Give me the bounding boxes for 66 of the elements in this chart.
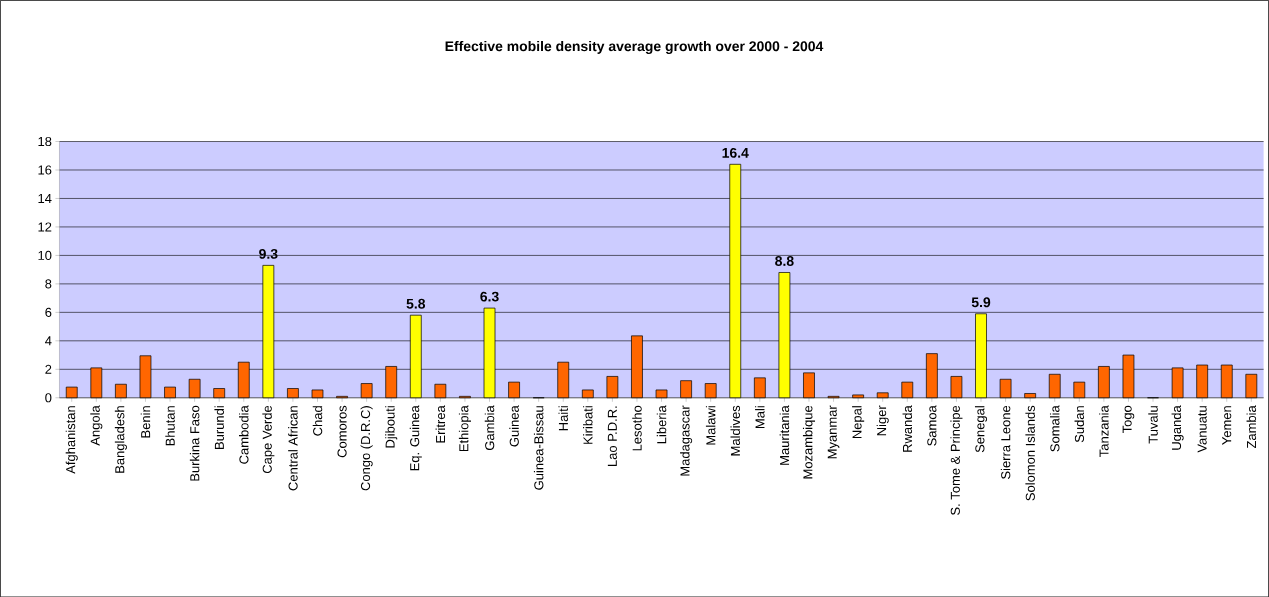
x-tick-label: Sierra Leone xyxy=(1000,405,1011,479)
x-tick-label: Somalia xyxy=(1049,405,1060,452)
x-tick-label: Ethiopia xyxy=(458,405,471,451)
x-tick-label: Cape Verde xyxy=(262,405,275,473)
x-tick-label: Zambia xyxy=(1246,405,1257,448)
x-tick-label: Niger xyxy=(876,405,889,436)
x-tick-label: Mauritania xyxy=(779,405,790,465)
data-label: 5.9 xyxy=(971,297,991,308)
x-tick-label: Mozambique xyxy=(802,405,816,479)
x-tick-label: Maldives xyxy=(730,405,741,456)
x-tick-label: Madagascar xyxy=(680,405,693,476)
data-label: 6.3 xyxy=(480,291,499,302)
x-tick-label: Liberia xyxy=(656,405,667,443)
x-tick-label: Mali xyxy=(755,406,765,428)
x-tick-label: Burkina Faso xyxy=(189,405,200,481)
x-tick-label: Tanzania xyxy=(1099,405,1109,457)
y-tick-label: 4 xyxy=(45,336,52,346)
y-tick-label: 14 xyxy=(38,193,52,203)
x-tick-label: Congo (D.R.C) xyxy=(360,405,373,491)
x-tick-label: Cambodia xyxy=(239,405,249,464)
data-label: 16.4 xyxy=(722,147,749,158)
x-tick-label: Guinea-Bissau xyxy=(533,406,544,490)
x-tick-label: Lesotho xyxy=(632,405,642,451)
x-tick-label: S. Tome & Principe xyxy=(950,405,963,515)
y-tick-label: 6 xyxy=(45,307,52,317)
data-label: 9.3 xyxy=(259,248,278,259)
y-tick-label: 8 xyxy=(45,279,52,289)
x-tick-label: Solomon Islands xyxy=(1025,405,1035,501)
y-tick-label: 2 xyxy=(45,364,52,374)
x-tick-label: Sudan xyxy=(1074,405,1085,443)
x-tick-label: Bhutan xyxy=(165,405,175,446)
x-tick-label: Burundi xyxy=(214,406,224,449)
x-tick-label: Nepal xyxy=(852,406,865,438)
x-tick-label: Rwanda xyxy=(902,405,913,452)
y-tick-label: 10 xyxy=(38,250,52,260)
y-tick-label: 16 xyxy=(38,165,52,175)
x-tick-label: Samoa xyxy=(927,405,937,446)
x-tick-label: Myanmar xyxy=(827,405,840,459)
x-tick-label: Afghanistan xyxy=(65,405,78,474)
y-tick-label: 0 xyxy=(45,393,52,403)
x-tick-label: Benin xyxy=(140,405,151,438)
x-tick-label: Tuvalu xyxy=(1148,405,1158,444)
x-tick-label: Chad xyxy=(312,405,323,436)
x-tick-label: Lao P.D.R. xyxy=(607,406,617,466)
y-tick-label: 18 xyxy=(38,136,52,146)
x-tick-label: Guinea xyxy=(509,405,519,447)
x-tick-label: Angola xyxy=(90,405,103,446)
data-label: 5.8 xyxy=(406,298,426,309)
x-tick-label: Eq. Guinea xyxy=(409,405,422,471)
chart-title: Effective mobile density average growth over 2000 - 2004 xyxy=(445,40,824,54)
x-tick-label: Bangladesh xyxy=(114,405,127,473)
y-tick-label: 12 xyxy=(38,222,52,232)
x-tick-label: Malawi xyxy=(705,406,716,445)
data-label: 8.8 xyxy=(775,255,794,266)
x-tick-label: Togo xyxy=(1122,405,1135,433)
x-tick-label: Gambia xyxy=(484,405,495,450)
x-tick-label: Vanuatu xyxy=(1197,405,1207,453)
x-tick-label: Yemen xyxy=(1222,405,1232,445)
x-tick-label: Eritrea xyxy=(435,405,446,443)
x-tick-label: Kiribati xyxy=(583,406,593,444)
x-tick-label: Central African xyxy=(288,405,298,491)
x-tick-label: Comoros xyxy=(337,405,347,458)
x-tick-label: Haiti xyxy=(558,406,568,430)
x-tick-label: Senegal xyxy=(974,406,988,453)
x-tick-label: Uganda xyxy=(1171,405,1184,450)
x-tick-label: Djibouti xyxy=(385,406,398,448)
